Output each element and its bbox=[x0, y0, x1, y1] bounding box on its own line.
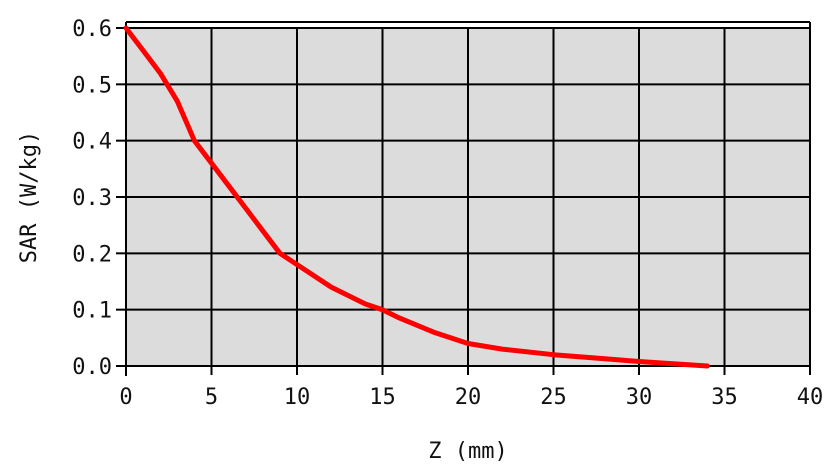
x-tick-label-4: 20 bbox=[455, 385, 482, 410]
y-tick-label-4: 0.4 bbox=[72, 130, 112, 155]
x-tick-label-1: 5 bbox=[205, 385, 218, 410]
x-tick-label-6: 30 bbox=[626, 385, 653, 410]
x-tick-label-8: 40 bbox=[797, 385, 824, 410]
series-line-0 bbox=[123, 25, 710, 369]
y-tick-label-2: 0.2 bbox=[72, 242, 112, 267]
x-tick-label-0: 0 bbox=[119, 385, 132, 410]
y-tick-labels: 0.0 0.1 0.2 0.3 0.4 0.5 0.6 bbox=[72, 17, 112, 380]
y-tick-label-1: 0.1 bbox=[72, 299, 112, 324]
x-axis-title: Z (mm) bbox=[428, 439, 507, 464]
x-tick-label-3: 15 bbox=[369, 385, 396, 410]
y-tick-label-5: 0.5 bbox=[72, 73, 112, 98]
x-tick-label-5: 25 bbox=[540, 385, 567, 410]
y-tick-label-6: 0.6 bbox=[72, 17, 112, 42]
x-tick-label-2: 10 bbox=[284, 385, 311, 410]
x-tick-label-7: 35 bbox=[711, 385, 738, 410]
series-group bbox=[123, 25, 710, 369]
y-axis-title: SAR (W/kg) bbox=[17, 131, 42, 263]
x-tick-labels: 0 5 10 15 20 25 30 35 40 bbox=[119, 385, 823, 410]
y-tick-label-3: 0.3 bbox=[72, 186, 112, 211]
y-tick-label-0: 0.0 bbox=[72, 355, 112, 380]
